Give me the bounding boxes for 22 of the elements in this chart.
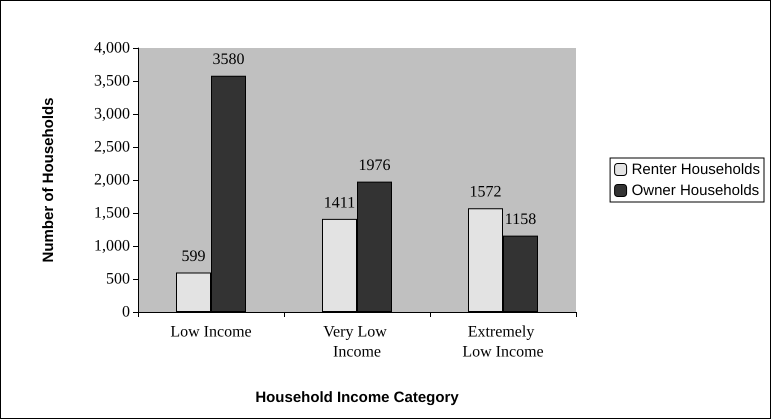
y-tick-label: 3,000 [94,106,130,122]
y-tick-label: 1,000 [94,238,130,254]
legend-label: Renter Households [632,161,760,178]
y-tick-label: 0 [122,304,130,320]
data-label: 1158 [504,211,536,228]
legend-label: Owner Households [632,182,760,199]
data-label: 1572 [470,184,502,201]
x-axis-title: Household Income Category [255,389,460,406]
y-tick-label: 2,500 [94,138,130,156]
x-tick-label: Very Low Income [323,324,391,360]
y-tick-label: 3,500 [94,72,130,90]
y-tick-label: 4,000 [94,40,130,56]
y-tick-label: 2,000 [94,172,130,188]
data-label: 1411 [324,194,356,212]
data-label: 3580 [212,51,244,68]
y-axis-title: Number of Households [40,97,57,263]
y-tick-label: 500 [106,270,130,288]
data-label: 599 [182,248,206,265]
x-tick-label: Extremely Low Income [462,324,544,360]
y-tick-label: 1,500 [94,204,130,222]
x-tick-label: Low Income [170,324,252,340]
data-label: 1976 [358,157,390,174]
